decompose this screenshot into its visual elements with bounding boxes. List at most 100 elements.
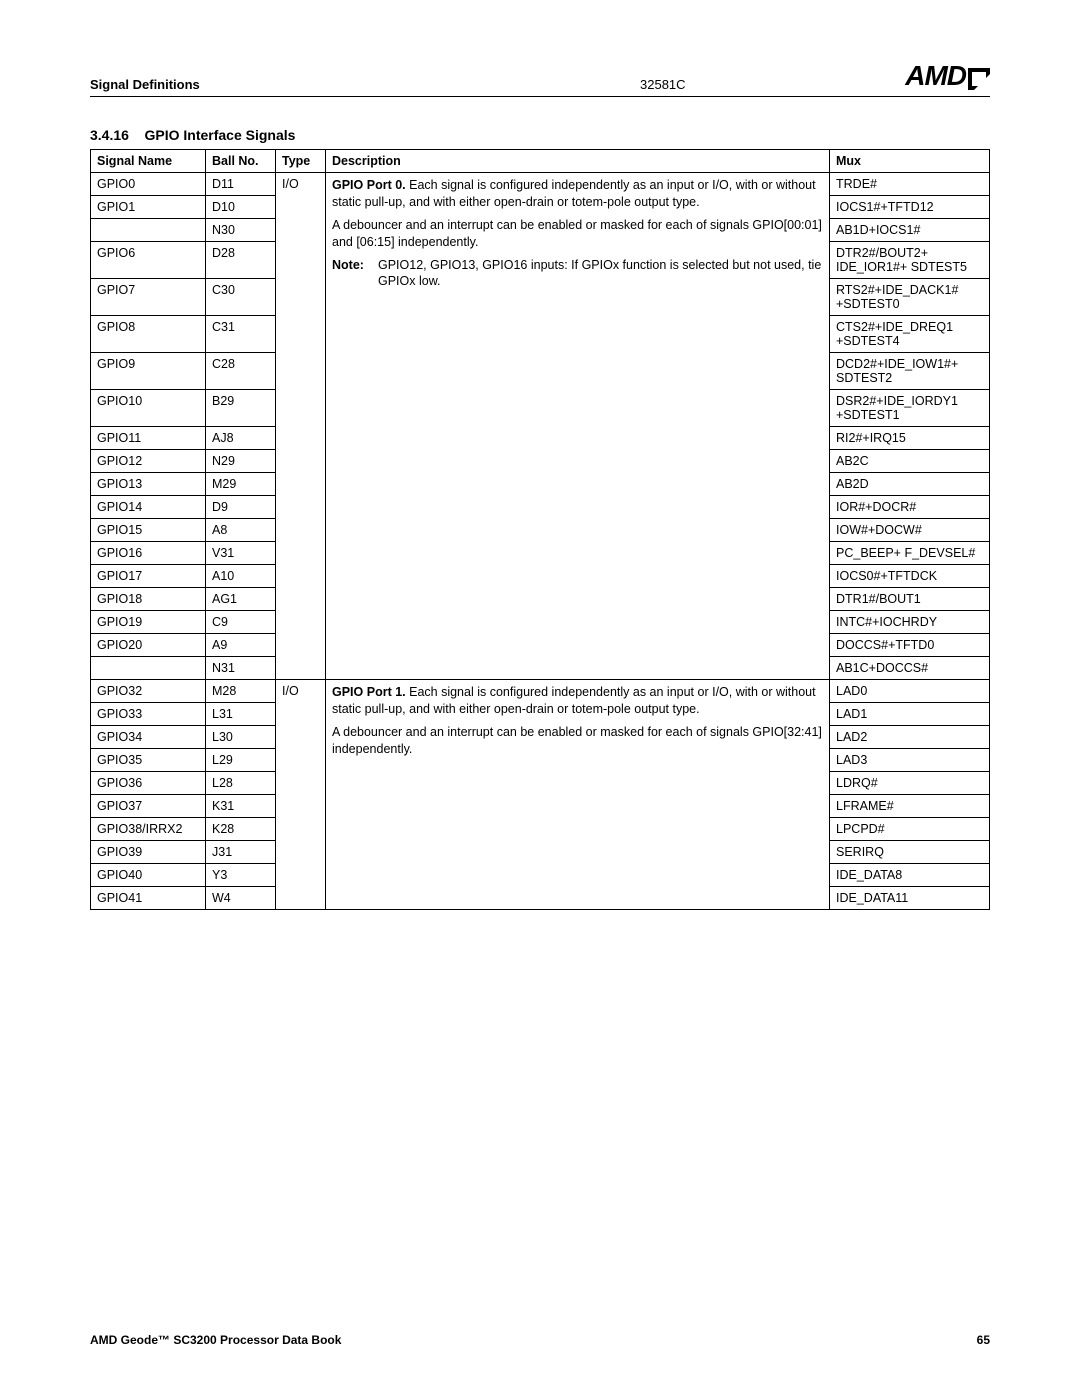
table-cell: L28 [206, 772, 276, 795]
table-cell: GPIO12 [91, 450, 206, 473]
table-cell: GPIO8 [91, 316, 206, 353]
table-cell: N30 [206, 219, 276, 242]
table-cell: INTC#+IOCHRDY [830, 611, 990, 634]
table-cell: L29 [206, 749, 276, 772]
table-cell: J31 [206, 841, 276, 864]
table-cell: AJ8 [206, 427, 276, 450]
table-cell: AG1 [206, 588, 276, 611]
table-cell: B29 [206, 390, 276, 427]
table-cell: GPIO18 [91, 588, 206, 611]
table-cell: K28 [206, 818, 276, 841]
table-cell: C30 [206, 279, 276, 316]
table-cell: LAD3 [830, 749, 990, 772]
table-cell: LAD0 [830, 680, 990, 703]
table-cell: GPIO37 [91, 795, 206, 818]
table-cell: GPIO1 [91, 196, 206, 219]
table-cell: GPIO20 [91, 634, 206, 657]
table-cell: M28 [206, 680, 276, 703]
amd-logo-text: AMD [905, 60, 966, 92]
table-cell: LFRAME# [830, 795, 990, 818]
table-cell: SERIRQ [830, 841, 990, 864]
table-cell: GPIO14 [91, 496, 206, 519]
table-cell: GPIO32 [91, 680, 206, 703]
table-cell: N31 [206, 657, 276, 680]
section-title-text: GPIO Interface Signals [145, 127, 296, 143]
table-cell: DCD2#+IDE_IOW1#+ SDTEST2 [830, 353, 990, 390]
table-cell: DSR2#+IDE_IORDY1 +SDTEST1 [830, 390, 990, 427]
table-cell: IOR#+DOCR# [830, 496, 990, 519]
table-cell [91, 657, 206, 680]
table-cell: GPIO13 [91, 473, 206, 496]
table-cell: GPIO16 [91, 542, 206, 565]
table-cell: TRDE# [830, 173, 990, 196]
table-cell: DTR2#/BOUT2+ IDE_IOR1#+ SDTEST5 [830, 242, 990, 279]
table-cell: IOW#+DOCW# [830, 519, 990, 542]
table-cell: GPIO7 [91, 279, 206, 316]
col-type: Type [276, 150, 326, 173]
table-cell: IOCS0#+TFTDCK [830, 565, 990, 588]
table-cell: A10 [206, 565, 276, 588]
table-cell: RI2#+IRQ15 [830, 427, 990, 450]
table-header-row: Signal Name Ball No. Type Description Mu… [91, 150, 990, 173]
footer-left: AMD Geode™ SC3200 Processor Data Book [90, 1333, 341, 1347]
table-cell: K31 [206, 795, 276, 818]
col-desc: Description [326, 150, 830, 173]
header-title: Signal Definitions [90, 77, 200, 92]
table-cell: N29 [206, 450, 276, 473]
table-cell: GPIO9 [91, 353, 206, 390]
col-ball: Ball No. [206, 150, 276, 173]
table-cell: GPIO34 [91, 726, 206, 749]
table-cell: GPIO40 [91, 864, 206, 887]
table-cell: D10 [206, 196, 276, 219]
section-number: 3.4.16 [90, 127, 129, 143]
table-cell: GPIO17 [91, 565, 206, 588]
table-cell: PC_BEEP+ F_DEVSEL# [830, 542, 990, 565]
table-cell: GPIO33 [91, 703, 206, 726]
table-cell: D11 [206, 173, 276, 196]
page-footer: AMD Geode™ SC3200 Processor Data Book 65 [90, 1333, 990, 1347]
table-cell: L30 [206, 726, 276, 749]
table-cell: C28 [206, 353, 276, 390]
table-cell: I/O [276, 680, 326, 910]
table-cell: IDE_DATA8 [830, 864, 990, 887]
table-cell: LDRQ# [830, 772, 990, 795]
table-cell: RTS2#+IDE_DACK1# +SDTEST0 [830, 279, 990, 316]
table-cell: GPIO19 [91, 611, 206, 634]
table-cell [91, 219, 206, 242]
table-cell: AB2C [830, 450, 990, 473]
table-cell: LPCPD# [830, 818, 990, 841]
table-cell: GPIO38/IRRX2 [91, 818, 206, 841]
table-cell: AB2D [830, 473, 990, 496]
table-cell: GPIO6 [91, 242, 206, 279]
table-cell: GPIO36 [91, 772, 206, 795]
table-cell: V31 [206, 542, 276, 565]
description-cell: GPIO Port 0. Each signal is configured i… [326, 173, 830, 680]
table-cell: GPIO39 [91, 841, 206, 864]
table-cell: M29 [206, 473, 276, 496]
section-heading: 3.4.16 GPIO Interface Signals [90, 127, 990, 143]
table-cell: IOCS1#+TFTD12 [830, 196, 990, 219]
table-cell: LAD2 [830, 726, 990, 749]
document-code: 32581C [640, 77, 686, 92]
table-cell: CTS2#+IDE_DREQ1 +SDTEST4 [830, 316, 990, 353]
table-cell: GPIO11 [91, 427, 206, 450]
amd-logo: AMD [905, 60, 990, 92]
table-row: GPIO32M28I/OGPIO Port 1. Each signal is … [91, 680, 990, 703]
table-cell: LAD1 [830, 703, 990, 726]
table-cell: C9 [206, 611, 276, 634]
table-cell: GPIO10 [91, 390, 206, 427]
table-cell: AB1C+DOCCS# [830, 657, 990, 680]
gpio-signals-table: Signal Name Ball No. Type Description Mu… [90, 149, 990, 910]
table-cell: DOCCS#+TFTD0 [830, 634, 990, 657]
table-cell: C31 [206, 316, 276, 353]
description-cell: GPIO Port 1. Each signal is configured i… [326, 680, 830, 910]
table-cell: D9 [206, 496, 276, 519]
table-cell: IDE_DATA11 [830, 887, 990, 910]
table-cell: GPIO35 [91, 749, 206, 772]
footer-page-number: 65 [977, 1333, 990, 1347]
table-cell: I/O [276, 173, 326, 680]
table-cell: A8 [206, 519, 276, 542]
table-row: GPIO0D11I/OGPIO Port 0. Each signal is c… [91, 173, 990, 196]
table-cell: D28 [206, 242, 276, 279]
table-cell: AB1D+IOCS1# [830, 219, 990, 242]
